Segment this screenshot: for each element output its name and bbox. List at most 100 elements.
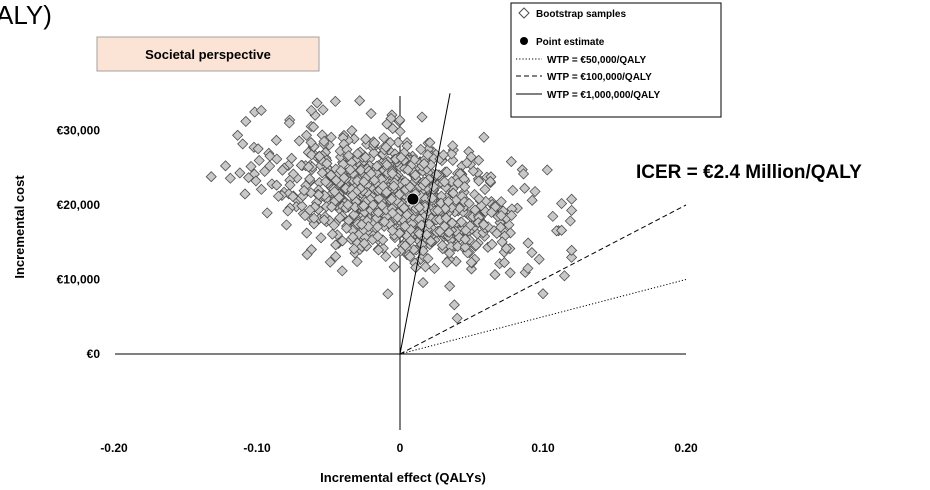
bootstrap-sample-point	[443, 247, 456, 259]
bootstrap-sample-point	[245, 160, 257, 173]
bootstrap-sample-point	[452, 240, 464, 252]
bootstrap-sample-point	[395, 151, 407, 164]
axes	[115, 96, 686, 430]
bootstrap-sample-point	[463, 197, 475, 210]
bootstrap-sample-point	[422, 252, 434, 265]
bootstrap-sample-point	[436, 239, 448, 251]
bootstrap-sample-point	[465, 151, 477, 163]
bootstrap-sample-point	[425, 235, 437, 247]
bootstrap-sample-point	[343, 150, 355, 162]
bootstrap-sample-point	[356, 218, 368, 231]
legend-item-label: Point estimate	[536, 37, 605, 48]
bootstrap-sample-point	[272, 190, 285, 202]
x-axis-title: Incremental effect (QALYs)	[320, 470, 486, 485]
bootstrap-sample-point	[399, 220, 411, 232]
legend-item-label: Bootstrap samples	[536, 9, 626, 20]
bootstrap-sample-point	[284, 179, 296, 191]
bootstrap-sample-point	[415, 143, 427, 155]
bootstrap-sample-point	[388, 180, 400, 192]
bootstrap-sample-point	[505, 156, 517, 168]
legend-item-label: WTP = €100,000/QALY	[547, 72, 652, 83]
bootstrap-sample-point	[478, 219, 490, 231]
wtp-line-solid	[399, 93, 451, 355]
bootstrap-sample-point	[556, 224, 568, 236]
bootstrap-sample-point	[419, 176, 432, 188]
bootstrap-sample-point	[295, 159, 307, 171]
bootstrap-sample-point	[301, 249, 313, 261]
bootstrap-sample-point	[354, 95, 366, 107]
legend-diamond-symbol	[518, 7, 530, 19]
bootstrap-sample-point	[459, 181, 471, 193]
bootstrap-sample-point	[336, 235, 349, 247]
bootstrap-sample-point	[522, 237, 534, 249]
bootstrap-sample-point	[519, 182, 531, 194]
bootstrap-sample-point	[336, 265, 348, 277]
bootstrap-sample-point	[432, 204, 444, 216]
bootstrap-sample-point	[417, 277, 429, 289]
bootstrap-sample-point	[473, 175, 485, 187]
bootstrap-sample-point	[271, 179, 283, 191]
wtp-threshold-lines	[399, 93, 687, 355]
bootstrap-sample-point	[428, 262, 440, 275]
bootstrap-sample-point	[465, 256, 477, 268]
bootstrap-sample-point	[498, 257, 510, 269]
bootstrap-sample-point	[307, 121, 320, 133]
bootstrap-sample-point	[372, 244, 385, 256]
bootstrap-sample-point	[255, 104, 267, 116]
bootstrap-sample-point	[287, 190, 299, 203]
bootstrap-sample-point	[441, 166, 453, 178]
perspective-label-box: Societal perspective	[96, 36, 320, 72]
legend-circle-symbol	[520, 37, 528, 45]
bootstrap-sample-point	[566, 251, 578, 263]
bootstrap-sample-point	[252, 143, 264, 155]
bootstrap-sample-point	[422, 149, 434, 161]
bootstrap-sample-point	[558, 270, 571, 282]
bootstrap-sample-point	[437, 149, 450, 161]
bootstrap-sample-point	[359, 151, 372, 163]
legend-item-label: WTP = €1,000,000/QALY	[547, 90, 660, 101]
bootstrap-sample-point	[372, 207, 384, 219]
legend-frame	[510, 2, 722, 118]
bootstrap-sample-point	[409, 169, 421, 181]
bootstrap-sample-point	[342, 199, 354, 211]
bootstrap-sample-point	[293, 135, 305, 147]
bootstrap-sample-point	[320, 176, 332, 188]
bootstrap-sample-point	[547, 210, 559, 222]
bootstrap-sample-point	[348, 209, 360, 221]
bootstrap-sample-point	[423, 218, 435, 230]
bootstrap-sample-point	[360, 133, 372, 145]
x-tick-label: 0	[397, 441, 404, 455]
bootstrap-sample-point	[392, 136, 404, 148]
bootstrap-sample-point	[517, 168, 530, 180]
bootstrap-sample-point	[259, 165, 271, 177]
bootstrap-sample-point	[470, 239, 482, 251]
bootstrap-sample-point	[338, 172, 350, 184]
bootstrap-sample-point	[304, 204, 316, 216]
bootstrap-sample-point	[526, 246, 538, 259]
bootstrap-sample-point	[386, 193, 398, 205]
bootstrap-sample-point	[239, 188, 251, 200]
y-axis-title: Incremental cost	[12, 175, 27, 279]
bootstrap-sample-point	[444, 280, 456, 292]
bootstrap-sample-point	[447, 140, 459, 152]
bootstrap-sample-point	[301, 227, 313, 239]
bootstrap-sample-point	[478, 131, 490, 143]
bootstrap-sample-point	[296, 200, 308, 212]
bootstrap-sample-point	[479, 183, 491, 196]
bootstrap-sample-point	[459, 233, 471, 245]
bootstrap-sample-point	[280, 219, 293, 231]
bootstrap-sample-point	[496, 236, 508, 248]
bootstrap-sample-point	[387, 207, 399, 219]
bootstrap-sample-point	[441, 256, 453, 268]
bootstrap-sample-point	[373, 192, 385, 204]
bootstrap-sample-point	[564, 215, 576, 227]
bootstrap-sample-point	[305, 104, 317, 116]
bootstrap-sample-point	[401, 209, 413, 221]
x-tick-label: 0.20	[674, 441, 698, 455]
bootstrap-sample-point	[237, 138, 249, 150]
x-tick-label: 0.10	[531, 441, 555, 455]
bootstrap-sample-point	[298, 185, 310, 197]
bootstrap-sample-point	[556, 197, 568, 210]
bootstrap-sample-point	[328, 219, 340, 231]
bootstrap-sample-point	[271, 153, 283, 165]
